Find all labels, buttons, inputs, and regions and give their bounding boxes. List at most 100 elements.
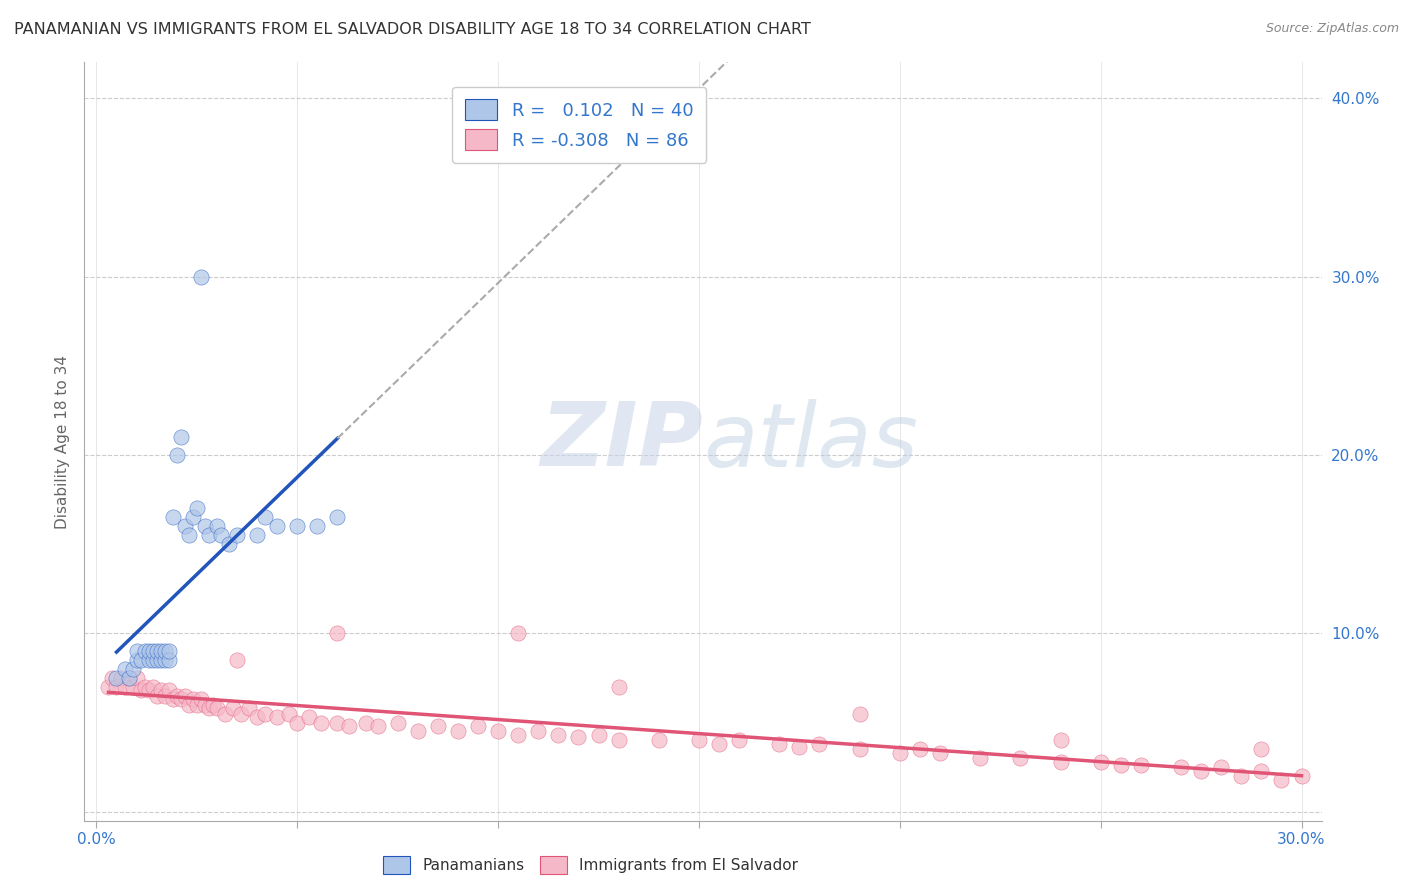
Point	[145, 644, 167, 658]
Point	[125, 671, 148, 685]
Point	[121, 680, 143, 694]
Point	[447, 724, 470, 739]
Point	[97, 680, 120, 694]
Point	[266, 710, 288, 724]
Point	[278, 706, 301, 721]
Point	[205, 701, 228, 715]
Point	[1090, 755, 1112, 769]
Point	[1291, 769, 1313, 783]
Point	[567, 730, 589, 744]
Point	[354, 715, 377, 730]
Point	[246, 710, 269, 724]
Point	[808, 737, 831, 751]
Point	[1109, 758, 1132, 772]
Point	[508, 728, 530, 742]
Point	[121, 662, 143, 676]
Point	[138, 683, 160, 698]
Point	[170, 692, 193, 706]
Point	[728, 733, 751, 747]
Point	[254, 706, 277, 721]
Point	[186, 698, 208, 712]
Point	[1230, 769, 1253, 783]
Point	[1189, 764, 1212, 778]
Point	[307, 519, 329, 533]
Point	[1250, 742, 1272, 756]
Point	[929, 746, 952, 760]
Point	[149, 653, 172, 667]
Point	[157, 653, 180, 667]
Point	[406, 724, 429, 739]
Point	[149, 683, 172, 698]
Point	[114, 662, 136, 676]
Point	[177, 698, 200, 712]
Point	[117, 671, 139, 685]
Point	[162, 510, 184, 524]
Point	[226, 528, 249, 542]
Point	[125, 653, 148, 667]
Point	[101, 671, 124, 685]
Point	[198, 528, 221, 542]
Point	[177, 528, 200, 542]
Point	[426, 719, 449, 733]
Point	[1049, 733, 1071, 747]
Point	[222, 701, 245, 715]
Point	[134, 680, 156, 694]
Point	[969, 751, 991, 765]
Point	[157, 644, 180, 658]
Point	[186, 501, 208, 516]
Point	[214, 706, 236, 721]
Point	[129, 683, 152, 698]
Point	[145, 653, 167, 667]
Point	[201, 698, 224, 712]
Point	[194, 698, 217, 712]
Point	[190, 692, 212, 706]
Point	[326, 715, 349, 730]
Point	[138, 644, 160, 658]
Point	[105, 680, 128, 694]
Point	[298, 710, 321, 724]
Point	[789, 740, 811, 755]
Point	[105, 671, 128, 685]
Point	[1211, 760, 1233, 774]
Point	[387, 715, 409, 730]
Point	[166, 448, 188, 462]
Point	[117, 671, 139, 685]
Point	[205, 519, 228, 533]
Point	[218, 537, 240, 551]
Point	[190, 269, 212, 284]
Point	[508, 626, 530, 640]
Y-axis label: Disability Age 18 to 34: Disability Age 18 to 34	[55, 354, 70, 529]
Point	[486, 724, 509, 739]
Point	[688, 733, 710, 747]
Point	[238, 701, 260, 715]
Point	[311, 715, 333, 730]
Point	[285, 519, 308, 533]
Point	[134, 644, 156, 658]
Point	[1129, 758, 1152, 772]
Point	[607, 733, 630, 747]
Point	[142, 680, 165, 694]
Point	[707, 737, 730, 751]
Point	[153, 689, 176, 703]
Point	[142, 644, 165, 658]
Point	[527, 724, 550, 739]
Point	[266, 519, 288, 533]
Point	[367, 719, 389, 733]
Point	[1049, 755, 1071, 769]
Point	[326, 510, 349, 524]
Point	[1270, 772, 1292, 787]
Point	[181, 692, 204, 706]
Point	[1250, 764, 1272, 778]
Point	[138, 653, 160, 667]
Point	[181, 510, 204, 524]
Text: ZIP: ZIP	[540, 398, 703, 485]
Point	[125, 644, 148, 658]
Point	[339, 719, 361, 733]
Text: atlas: atlas	[703, 399, 918, 484]
Point	[166, 689, 188, 703]
Point	[157, 683, 180, 698]
Point	[173, 689, 195, 703]
Point	[326, 626, 349, 640]
Point	[162, 692, 184, 706]
Point	[114, 680, 136, 694]
